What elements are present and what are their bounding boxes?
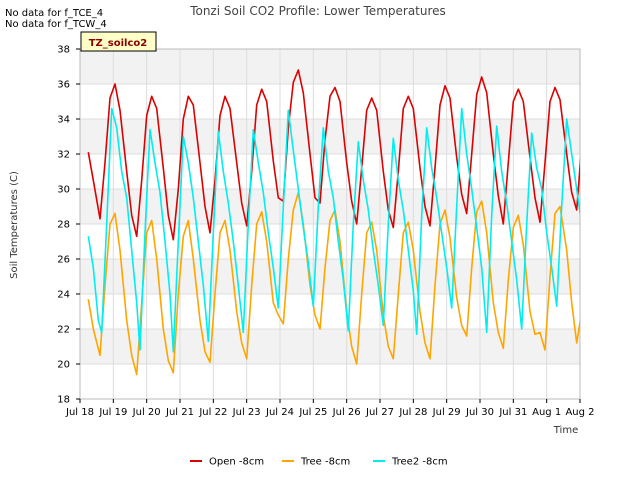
- legend-label: Open -8cm: [209, 457, 264, 468]
- y-tick-label: 26: [57, 255, 70, 266]
- y-tick-label: 36: [57, 80, 70, 91]
- y-axis-title: Soil Temperatures (C): [9, 171, 20, 279]
- x-tick-label: Jul 18: [65, 407, 94, 418]
- x-tick-label: Jul 29: [432, 407, 461, 418]
- legend-label: Tree2 -8cm: [391, 457, 448, 468]
- y-tick-label: 32: [57, 150, 70, 161]
- x-tick-label: Jul 19: [98, 407, 127, 418]
- legend: Open -8cm Tree -8cm Tree2 -8cm: [190, 457, 448, 468]
- x-tick-label: Jul 26: [332, 407, 361, 418]
- legend-item: Tree2 -8cm: [373, 457, 448, 468]
- x-axis-ticks: Jul 18 Jul 19 Jul 20 Jul 21 Jul 22 Jul 23 Jul …: [65, 399, 595, 418]
- plot-band: [80, 329, 580, 364]
- x-axis-title: Time: [553, 425, 578, 436]
- y-tick-label: 24: [57, 290, 70, 301]
- plot-band: [80, 119, 580, 154]
- series-lines: [87, 69, 580, 376]
- legend-item: Open -8cm: [190, 457, 264, 468]
- y-axis-ticks: 18 20 22 24 26 28 30 32 34 36 38: [57, 45, 80, 406]
- series-line-0: [87, 69, 580, 241]
- y-tick-label: 20: [57, 360, 70, 371]
- chart-title: Tonzi Soil CO2 Profile: Lower Temperatur…: [189, 4, 446, 18]
- x-tick-label: Jul 23: [232, 407, 261, 418]
- y-tick-label: 30: [57, 185, 70, 196]
- plot-band: [80, 49, 580, 84]
- x-tick-label: Aug 2: [565, 407, 594, 418]
- x-tick-label: Jul 24: [265, 407, 294, 418]
- plot-band: [80, 259, 580, 294]
- x-tick-label: Jul 30: [465, 407, 494, 418]
- x-tick-label: Aug 1: [532, 407, 561, 418]
- legend-label: Tree -8cm: [300, 457, 350, 468]
- y-tick-label: 28: [57, 220, 70, 231]
- x-tick-label: Jul 22: [198, 407, 227, 418]
- site-label-box: TZ_soilco2: [80, 31, 157, 52]
- y-tick-label: 34: [57, 115, 70, 126]
- x-tick-label: Jul 20: [132, 407, 161, 418]
- y-tick-label: 18: [57, 395, 70, 406]
- y-tick-label: 38: [57, 45, 70, 56]
- x-tick-label: Jul 28: [398, 407, 427, 418]
- y-tick-label: 22: [57, 325, 70, 336]
- x-tick-label: Jul 21: [165, 407, 194, 418]
- x-tick-label: Jul 27: [365, 407, 394, 418]
- x-tick-label: Jul 31: [498, 407, 527, 418]
- no-data-note-1: No data for f_TCE_4: [5, 8, 104, 19]
- site-label: TZ_soilco2: [89, 38, 148, 49]
- no-data-note-2: No data for f_TCW_4: [5, 19, 107, 30]
- legend-item: Tree -8cm: [282, 457, 350, 468]
- series-line-2: [87, 107, 580, 353]
- x-tick-label: Jul 25: [298, 407, 327, 418]
